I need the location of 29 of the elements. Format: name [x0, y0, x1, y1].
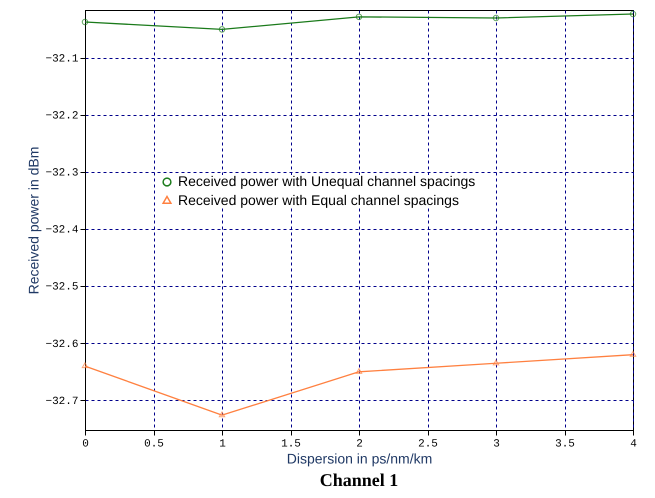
- x-tick-label: 1.5: [281, 438, 301, 450]
- x-tick-label: 0: [82, 438, 89, 450]
- point: [356, 14, 362, 20]
- x-axis-title: Dispersion in ps/nm/km: [286, 450, 432, 466]
- x-tick-label: 3: [493, 438, 500, 450]
- x-tick-label: 1: [219, 438, 226, 450]
- point: [356, 368, 362, 374]
- point: [218, 412, 226, 418]
- legend-label: Received power with Equal channel spacings: [178, 192, 459, 208]
- y-tick-label: −32.3: [45, 168, 78, 180]
- x-tick-label: 2: [356, 438, 363, 450]
- text: Channel 1: [320, 470, 398, 490]
- point: [218, 26, 226, 33]
- legend-label: Received power with Unequal channel spacings: [178, 173, 476, 189]
- point: [492, 360, 500, 366]
- point: [630, 351, 636, 357]
- x-tick-label: 3.5: [555, 438, 575, 450]
- point: [82, 362, 88, 368]
- y-axis-title: Received power in dBm: [25, 146, 42, 294]
- y-tick-label: −32.7: [45, 396, 78, 408]
- y-tick-label: −32.6: [45, 338, 78, 351]
- y-tick-label: −32.1: [45, 53, 79, 66]
- y-tick-label: −32.2: [45, 110, 78, 122]
- point: [492, 14, 500, 22]
- x-tick-label: 0.5: [144, 438, 164, 450]
- x-tick-label: 4: [630, 438, 638, 450]
- y-tick-label: −32.4: [45, 224, 79, 237]
- x-tick-label: 2.5: [418, 438, 438, 450]
- y-tick-label: −32.5: [45, 282, 78, 294]
